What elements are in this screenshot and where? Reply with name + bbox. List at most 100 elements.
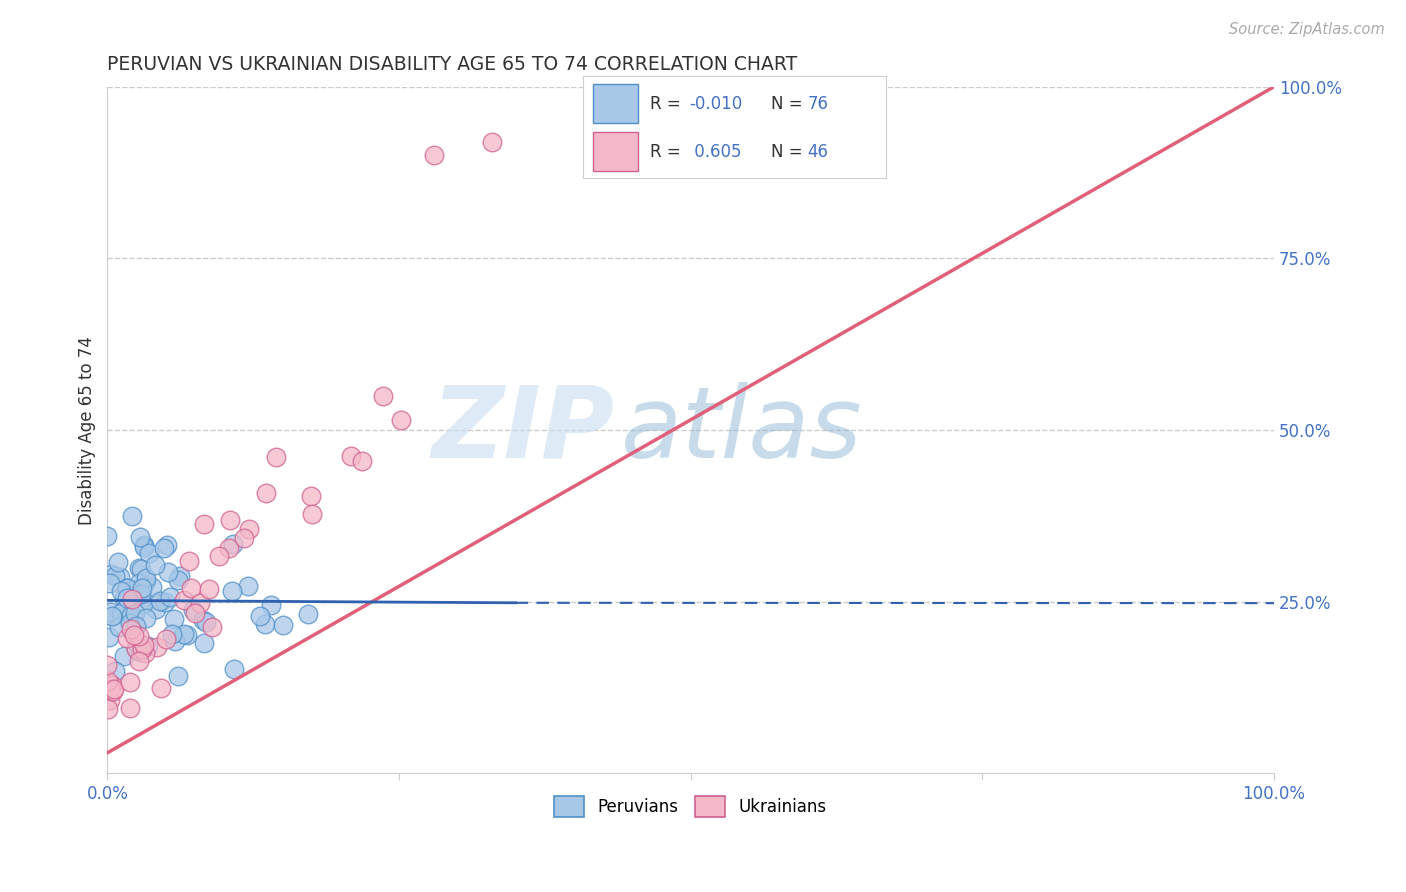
Point xyxy=(167,574,190,588)
Point xyxy=(134,646,156,660)
Point xyxy=(219,513,242,527)
Point xyxy=(115,581,138,595)
Point xyxy=(131,641,153,656)
Point xyxy=(260,598,283,612)
Text: N =: N = xyxy=(770,95,808,112)
Point xyxy=(149,594,172,608)
Point xyxy=(222,662,245,676)
Legend: Peruvians, Ukrainians: Peruvians, Ukrainians xyxy=(548,789,834,823)
Point xyxy=(125,641,148,656)
Point xyxy=(128,561,150,575)
Point xyxy=(145,640,167,654)
Point xyxy=(120,616,142,631)
Point xyxy=(155,632,177,647)
Point xyxy=(108,620,131,634)
Text: PERUVIAN VS UKRAINIAN DISABILITY AGE 65 TO 74 CORRELATION CHART: PERUVIAN VS UKRAINIAN DISABILITY AGE 65 … xyxy=(107,55,797,74)
Point xyxy=(104,569,127,583)
Point xyxy=(121,509,143,524)
Point xyxy=(97,702,120,716)
Point xyxy=(124,619,146,633)
Text: 0.605: 0.605 xyxy=(689,143,742,161)
FancyBboxPatch shape xyxy=(592,132,638,171)
Point xyxy=(155,595,177,609)
Point xyxy=(112,649,135,664)
Point xyxy=(98,681,121,696)
Point xyxy=(208,549,231,563)
Point xyxy=(149,681,172,696)
Point xyxy=(350,454,373,468)
Point xyxy=(389,413,412,427)
Point xyxy=(266,450,288,464)
Point xyxy=(136,640,159,654)
Point xyxy=(254,486,277,500)
Point xyxy=(143,558,166,573)
Point xyxy=(236,579,259,593)
Point xyxy=(481,135,503,149)
Point xyxy=(97,630,120,644)
Point xyxy=(221,583,243,598)
Point xyxy=(115,581,138,595)
Point xyxy=(201,620,224,634)
Point xyxy=(117,632,139,646)
Point xyxy=(128,629,150,643)
Point xyxy=(120,674,142,689)
Point xyxy=(176,628,198,642)
Y-axis label: Disability Age 65 to 74: Disability Age 65 to 74 xyxy=(79,335,96,524)
Point xyxy=(132,638,155,652)
Point xyxy=(173,627,195,641)
Text: atlas: atlas xyxy=(620,382,862,479)
Point xyxy=(103,682,125,697)
Point xyxy=(128,576,150,591)
Point xyxy=(299,489,322,503)
Point xyxy=(159,590,181,604)
Text: 46: 46 xyxy=(807,143,828,161)
Point xyxy=(177,554,200,568)
Text: R =: R = xyxy=(650,95,686,112)
Point xyxy=(100,605,122,619)
Point xyxy=(249,608,271,623)
Point xyxy=(96,528,118,542)
Point xyxy=(118,701,141,715)
Point xyxy=(156,566,179,580)
Point xyxy=(128,654,150,668)
Point xyxy=(132,541,155,555)
Point xyxy=(132,538,155,552)
Text: R =: R = xyxy=(650,143,686,161)
Point xyxy=(128,530,150,544)
Point xyxy=(301,507,323,521)
Point xyxy=(121,589,143,603)
Point xyxy=(98,693,121,707)
Point xyxy=(120,607,142,622)
Point xyxy=(107,555,129,569)
Point xyxy=(218,541,240,555)
Point xyxy=(198,582,221,597)
Text: N =: N = xyxy=(770,143,808,161)
Point xyxy=(101,609,124,624)
Point xyxy=(297,607,319,621)
Point xyxy=(101,677,124,691)
Point xyxy=(222,537,245,551)
Point xyxy=(135,571,157,585)
Point xyxy=(138,546,160,560)
Text: Source: ZipAtlas.com: Source: ZipAtlas.com xyxy=(1229,22,1385,37)
Point xyxy=(132,597,155,611)
Point xyxy=(100,609,122,624)
Point xyxy=(180,581,202,595)
Point xyxy=(131,581,153,595)
Point xyxy=(167,668,190,682)
Point xyxy=(233,532,256,546)
Point xyxy=(110,606,132,620)
Point xyxy=(371,389,394,403)
Point xyxy=(339,449,361,463)
Point xyxy=(97,673,120,688)
Point xyxy=(163,634,186,648)
Point xyxy=(183,606,205,620)
Point xyxy=(101,683,124,698)
Point xyxy=(423,148,446,162)
Point xyxy=(253,617,276,632)
Point xyxy=(110,584,132,599)
Point xyxy=(141,580,163,594)
Point xyxy=(125,588,148,602)
Point xyxy=(122,627,145,641)
Point xyxy=(121,582,143,596)
